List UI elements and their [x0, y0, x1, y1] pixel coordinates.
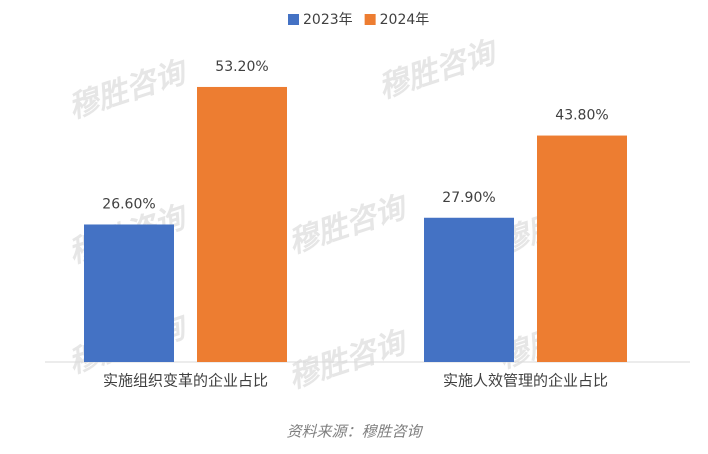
legend-label: 2024年	[380, 12, 430, 28]
source-note: 资料来源：穆胜咨询	[286, 423, 423, 441]
legend-swatch	[288, 14, 299, 25]
data-label: 26.60%	[102, 196, 155, 212]
data-label: 43.80%	[555, 108, 608, 124]
bar	[197, 86, 287, 363]
plot: 26.60% 53.20% 实施组织变革的企业占比 27.90% 43.80% 实施人效管…	[45, 12, 690, 390]
bar	[84, 224, 174, 362]
legend-swatch	[364, 14, 376, 25]
x-tick-label: 实施人效管理的企业占比	[443, 372, 608, 390]
data-label: 27.90%	[442, 190, 495, 206]
data-label: 53.20%	[215, 59, 268, 75]
bar	[424, 217, 514, 362]
x-tick-label: 实施组织变革的企业占比	[103, 372, 268, 390]
bar	[537, 135, 627, 362]
legend-label: 2023年	[303, 12, 353, 28]
